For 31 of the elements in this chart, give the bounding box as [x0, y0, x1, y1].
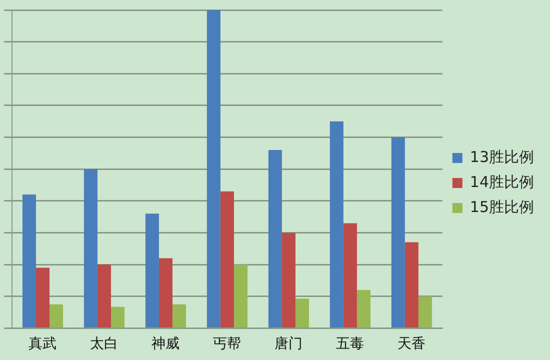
legend-label: 15胜比例	[470, 198, 534, 216]
bar	[330, 121, 344, 328]
bar	[22, 194, 36, 328]
bar	[97, 264, 111, 328]
x-tick-label: 丐帮	[213, 336, 242, 352]
bar	[295, 298, 309, 328]
bar	[172, 304, 186, 328]
bar	[391, 137, 405, 328]
bar	[158, 258, 172, 328]
bar	[282, 232, 296, 328]
bar	[418, 296, 432, 328]
bar	[404, 242, 418, 328]
x-tick-label: 真武	[28, 336, 57, 352]
bar	[234, 264, 248, 328]
x-tick-label: 神威	[152, 336, 180, 352]
bar	[268, 150, 282, 328]
x-tick-label: 太白	[90, 336, 118, 352]
bar	[343, 223, 357, 328]
bar	[356, 290, 370, 328]
bar	[206, 10, 220, 328]
x-tick-label: 唐门	[274, 336, 303, 352]
bar	[50, 304, 64, 328]
x-tick-label: 天香	[398, 336, 426, 352]
bar	[84, 169, 98, 328]
bar	[220, 191, 234, 328]
bar	[110, 306, 125, 328]
legend-label: 13胜比例	[470, 148, 534, 166]
bar	[36, 268, 50, 328]
x-tick-label: 五毒	[336, 336, 364, 352]
legend-label: 14胜比例	[470, 172, 534, 191]
bar	[145, 214, 159, 328]
